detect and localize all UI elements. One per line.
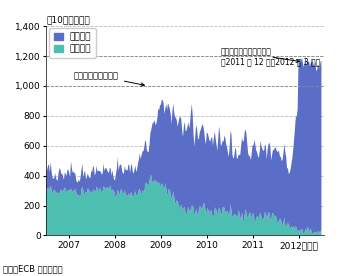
Legend: 長期オペ, 主要オペ: 長期オペ, 主要オペ [49,28,96,58]
Text: リーマン・ショック: リーマン・ショック [74,71,144,86]
Text: （10億ユーロ）: （10億ユーロ） [46,15,90,24]
Text: 資料：ECB から作成。: 資料：ECB から作成。 [3,264,63,273]
Text: ３年物資金供給オペ実施
（2011 年 12 月、2012 年 3 月）: ３年物資金供給オペ実施 （2011 年 12 月、2012 年 3 月） [221,47,320,67]
